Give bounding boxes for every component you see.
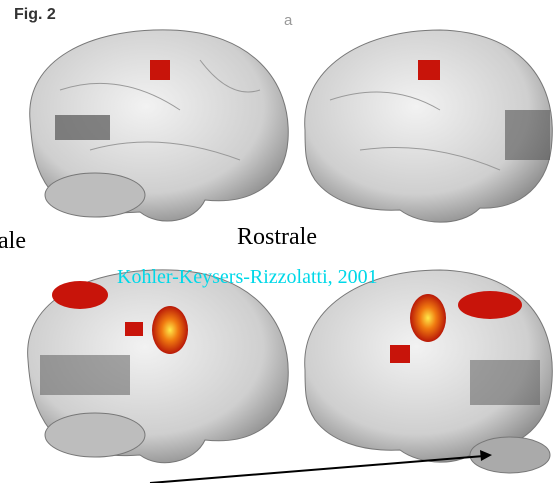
figure-page: Fig. 2 a ale Rostrale Kohler-Keysers-Riz… — [0, 0, 556, 483]
brain-top-right — [305, 30, 553, 222]
brain-bottom-right — [305, 270, 553, 473]
figure-label: Fig. 2 — [14, 6, 56, 24]
brain-bottom-left — [28, 270, 289, 463]
panel-label: a — [284, 12, 292, 29]
citation: Kohler-Keysers-Rizzolatti, 2001 — [117, 266, 378, 289]
brain-top-left — [30, 30, 289, 221]
caption-left: ale — [0, 228, 26, 255]
caption-center: Rostrale — [237, 224, 317, 251]
